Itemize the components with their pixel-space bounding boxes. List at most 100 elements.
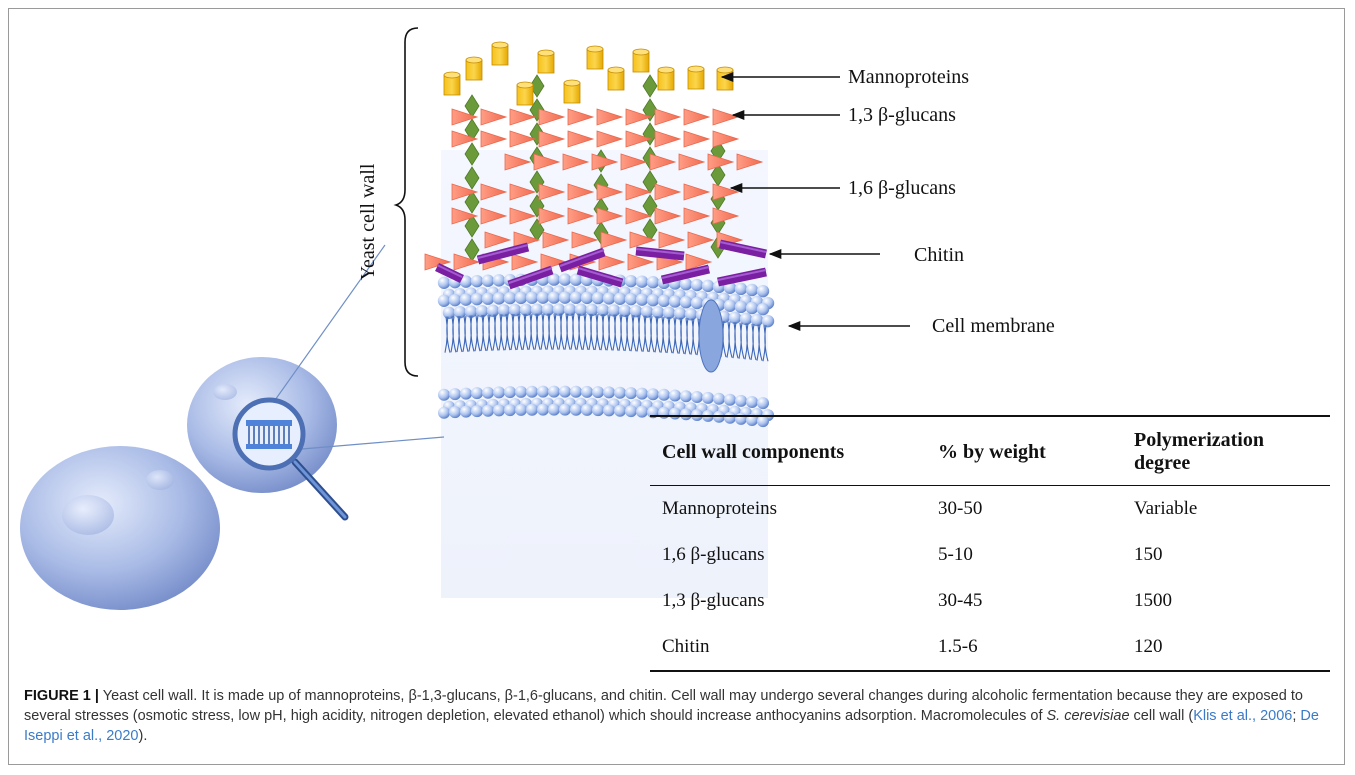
lipid-head <box>691 391 703 404</box>
glucan-13-triangle <box>538 130 566 148</box>
glucan-13-triangle <box>683 183 711 201</box>
glucan-13-triangle <box>480 183 508 201</box>
glucan-13-triangle <box>683 130 711 148</box>
glucan-13-triangle <box>480 108 508 126</box>
mannoprotein-top <box>657 66 675 74</box>
lipid-tail <box>756 324 763 361</box>
lipid-head <box>734 300 748 314</box>
chitin-bar <box>435 262 464 284</box>
lipid-head <box>680 408 692 421</box>
lipid-tail <box>498 314 505 351</box>
glucan-13-triangle <box>654 130 682 148</box>
mannoprotein-top <box>563 79 581 87</box>
lipid-tail <box>522 313 529 350</box>
lipid-tail <box>666 316 673 354</box>
lipid-tail <box>672 317 679 354</box>
glucan-13-triangle <box>596 183 624 201</box>
glucan-13-triangle <box>707 153 735 171</box>
glucan-13-triangle <box>562 153 590 171</box>
mannoprotein-top <box>632 48 650 56</box>
glucan-13-triangle <box>654 108 682 126</box>
table-cell: Chitin <box>662 636 710 657</box>
cell-wall-label: Yeast cell wall <box>357 163 379 280</box>
chitin-bar <box>558 247 606 273</box>
glucan-13-triangle <box>620 153 648 171</box>
glucan-13-triangle <box>678 153 706 171</box>
caption-text: Yeast cell wall. It is made up of mannop… <box>24 688 1303 724</box>
table-row: 1,6 β-glucans 5-10 150 <box>650 532 1330 578</box>
lipid-head <box>592 404 604 417</box>
lipid-head <box>669 389 681 402</box>
lipid-head <box>503 291 517 305</box>
table-header: % by weight <box>938 440 1046 463</box>
lipid-head <box>569 273 583 286</box>
reference-link-de-iseppi[interactable]: De Iseppi et al., 2020 <box>24 708 1319 744</box>
lipid-tail <box>624 314 631 352</box>
chitin-highlight <box>436 264 463 278</box>
lipid-head <box>459 293 473 306</box>
lipid-head <box>585 303 599 317</box>
label-mannoproteins: Mannoproteins <box>848 66 969 88</box>
lipid-tail <box>726 321 733 358</box>
lipid-head <box>613 292 627 305</box>
lipid-head <box>541 303 555 316</box>
mannoprotein-top <box>687 65 705 73</box>
lipid-head <box>728 311 742 325</box>
lipid-tail <box>552 313 559 350</box>
table-cell: 150 <box>1134 544 1163 565</box>
lipid-head <box>504 386 516 399</box>
caption-figure-label: FIGURE 1 | <box>24 688 99 704</box>
lipid-head <box>537 385 549 398</box>
lipid-tail <box>636 315 643 352</box>
lipid-head <box>449 388 461 401</box>
mannoprotein-top <box>465 56 483 64</box>
mannoprotein-top <box>607 66 625 74</box>
glucan-13-triangle <box>591 153 619 171</box>
lipid-head <box>519 303 533 317</box>
glucan-16-diamond <box>464 142 480 166</box>
lipid-head <box>735 412 747 425</box>
lipid-head <box>746 413 758 426</box>
glucan-13-triangle <box>736 153 764 171</box>
lipid-head <box>723 299 737 313</box>
glucan-13-triangle <box>600 231 628 249</box>
reference-link-klis[interactable]: Klis et al., 2006 <box>1193 708 1293 724</box>
lipid-head <box>481 274 495 287</box>
glucan-13-triangle <box>453 253 481 271</box>
glucan-13-triangle <box>538 183 566 201</box>
glucan-13-triangle <box>509 207 537 225</box>
chitin-highlight <box>577 267 623 282</box>
lipid-head <box>581 385 593 398</box>
lipid-head <box>563 303 577 316</box>
lipid-head <box>647 388 659 401</box>
figure-illustration: Yeast cell wall Mannoproteins 1,3 β-gluc… <box>20 27 1055 610</box>
glucan-13-triangle <box>685 253 713 271</box>
lipid-head <box>470 292 484 306</box>
table-cell: 1,6 β-glucans <box>662 544 765 565</box>
glucan-13-triangle <box>542 231 570 249</box>
glucan-16-diamond <box>464 214 480 238</box>
glucan-13-triangle <box>627 253 655 271</box>
table-cell: Variable <box>1134 498 1198 519</box>
lipid-head <box>724 393 736 406</box>
glucan-13-triangle <box>567 108 595 126</box>
lipid-head <box>702 409 714 422</box>
lipid-head <box>559 385 571 398</box>
lipid-head <box>592 386 604 399</box>
lipid-tail <box>606 314 613 351</box>
lipid-head <box>558 291 572 304</box>
lipid-head <box>690 278 704 292</box>
glucan-13-triangle <box>504 153 532 171</box>
lipid-head <box>574 303 588 316</box>
glucan-13-triangle <box>596 130 624 148</box>
zoom-line-upper <box>267 244 386 411</box>
lipid-head <box>739 312 753 326</box>
lipid-head <box>746 395 758 408</box>
mannoprotein-layer <box>443 41 734 106</box>
lipid-head <box>640 305 654 318</box>
glucan-13-triangle <box>538 108 566 126</box>
glucan-13-triangle <box>598 253 626 271</box>
lipid-tail <box>612 314 619 351</box>
glucan-13-layer <box>424 108 764 271</box>
lipid-head <box>530 303 544 316</box>
